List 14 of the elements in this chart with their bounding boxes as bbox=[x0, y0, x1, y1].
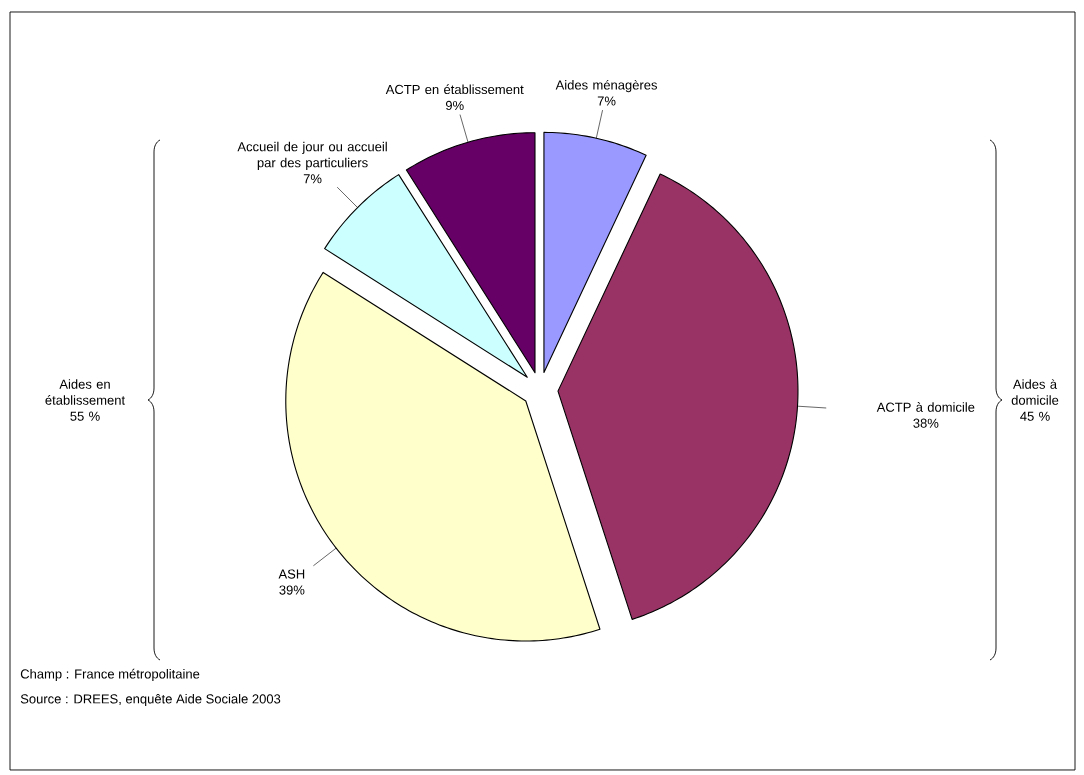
text: Champ : France métropolitaine bbox=[20, 668, 200, 682]
slice-label: Accueil de jour ou accueil par des particuliers bbox=[237, 141, 387, 170]
slice-label: ACTP en établissement bbox=[385, 84, 524, 95]
text: Aides à domicile 45 % bbox=[1011, 379, 1059, 421]
source-note: Source : DREES, enquête Aide Sociale 2003 bbox=[20, 693, 281, 707]
slice-label: ASH bbox=[278, 569, 305, 579]
text: Aides en établissement 55 % bbox=[45, 379, 125, 421]
data-label: 9% bbox=[445, 100, 464, 111]
data-label: 39% bbox=[279, 585, 305, 595]
data-label: 7% bbox=[597, 96, 616, 106]
slice-label: Aides ménagères bbox=[555, 79, 658, 93]
data-label: 38% bbox=[913, 418, 939, 428]
slice-label: ACTP à domicile bbox=[876, 402, 975, 412]
data-label: 7% bbox=[303, 174, 322, 184]
